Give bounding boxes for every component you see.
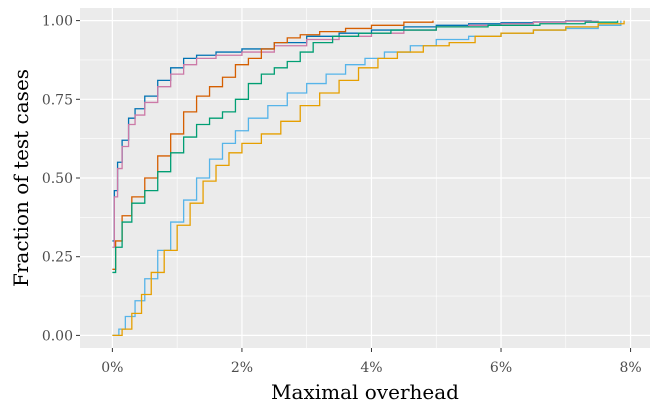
x-tick-label: 8% (619, 360, 641, 376)
y-tick-label: 0.75 (42, 92, 73, 108)
series-line-4 (112, 20, 619, 274)
x-axis: 0% 2% 4% 6% 8% (101, 348, 642, 376)
y-tick-label: 0.00 (42, 328, 73, 344)
y-axis-title: Fraction of test cases (9, 69, 33, 287)
x-tick-label: 2% (231, 360, 253, 376)
x-tick-label: 6% (490, 360, 512, 376)
series-layer (112, 20, 625, 337)
grid-major (80, 8, 650, 348)
y-tick-label: 1.00 (42, 14, 73, 30)
y-axis: 0.00 0.25 0.50 0.75 1.00 (42, 14, 80, 344)
series-line-2 (112, 20, 599, 248)
x-tick-label: 0% (101, 360, 123, 376)
y-tick-label: 0.25 (42, 250, 73, 266)
series-line-6 (112, 20, 625, 337)
y-tick-label: 0.50 (42, 171, 73, 187)
x-tick-label: 4% (360, 360, 382, 376)
x-axis-title: Maximal overhead (271, 380, 459, 404)
